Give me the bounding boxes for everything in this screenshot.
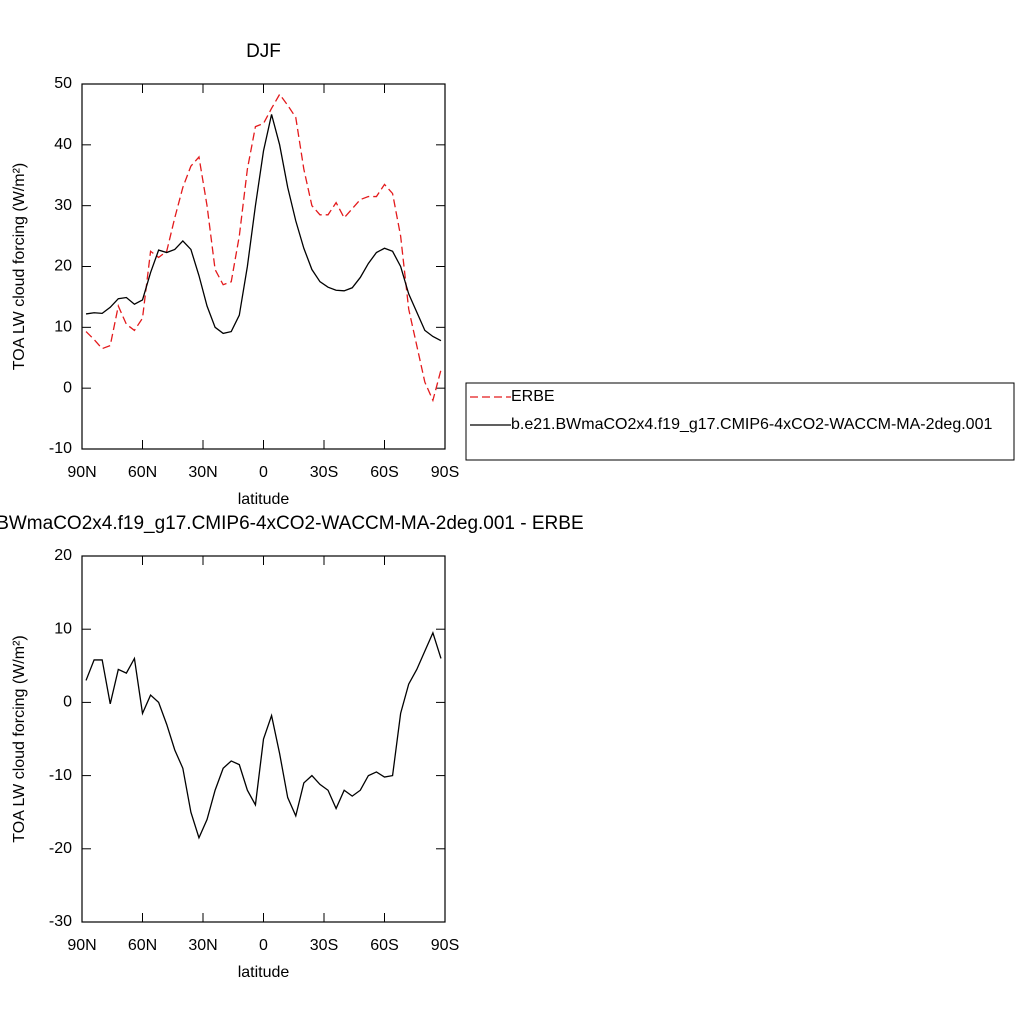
chart-title: b.e21.BWmaCO2x4.f19_g17.CMIP6-4xCO2-WACC… <box>0 513 584 534</box>
plot-frame <box>81 83 446 450</box>
series-line <box>85 114 442 342</box>
y-tick-label: 50 <box>54 75 72 92</box>
y-tick-label: 10 <box>54 319 72 336</box>
x-tick-label: 90S <box>431 464 459 481</box>
x-tick-label: 60N <box>128 464 157 481</box>
x-tick-label: 30N <box>188 464 217 481</box>
y-axis-label: TOA LW cloud forcing (W/m²) <box>11 635 28 842</box>
x-tick-label: 90N <box>67 937 96 954</box>
chart-title: DJF <box>246 41 281 62</box>
series-line <box>85 631 442 840</box>
x-tick-label: 0 <box>259 464 268 481</box>
x-tick-label: 30S <box>310 937 338 954</box>
x-tick-label: 60S <box>370 464 398 481</box>
x-tick-label: 60N <box>128 937 157 954</box>
y-tick-label: 0 <box>63 379 72 396</box>
x-tick-label: 90S <box>431 937 459 954</box>
legend-box <box>465 382 1015 461</box>
y-tick-label: -10 <box>49 767 72 784</box>
y-axis-label: TOA LW cloud forcing (W/m²) <box>11 163 28 370</box>
y-tick-label: 10 <box>54 620 72 637</box>
legend-label: ERBE <box>511 388 555 405</box>
x-axis-label: latitude <box>238 491 290 508</box>
y-tick-label: 40 <box>54 136 72 153</box>
x-tick-label: 0 <box>259 937 268 954</box>
y-tick-label: 0 <box>63 694 72 711</box>
y-tick-label: -20 <box>49 840 72 857</box>
y-tick-label: 20 <box>54 258 72 275</box>
plot-frame <box>81 555 446 923</box>
x-tick-label: 90N <box>67 464 96 481</box>
series-line <box>85 93 442 403</box>
y-tick-label: 30 <box>54 197 72 214</box>
y-tick-label: -30 <box>49 913 72 930</box>
x-axis-label: latitude <box>238 964 290 981</box>
legend-label: b.e21.BWmaCO2x4.f19_g17.CMIP6-4xCO2-WACC… <box>511 416 992 433</box>
y-tick-label: 20 <box>54 547 72 564</box>
x-tick-label: 60S <box>370 937 398 954</box>
x-tick-label: 30N <box>188 937 217 954</box>
x-tick-label: 30S <box>310 464 338 481</box>
y-tick-label: -10 <box>49 440 72 457</box>
